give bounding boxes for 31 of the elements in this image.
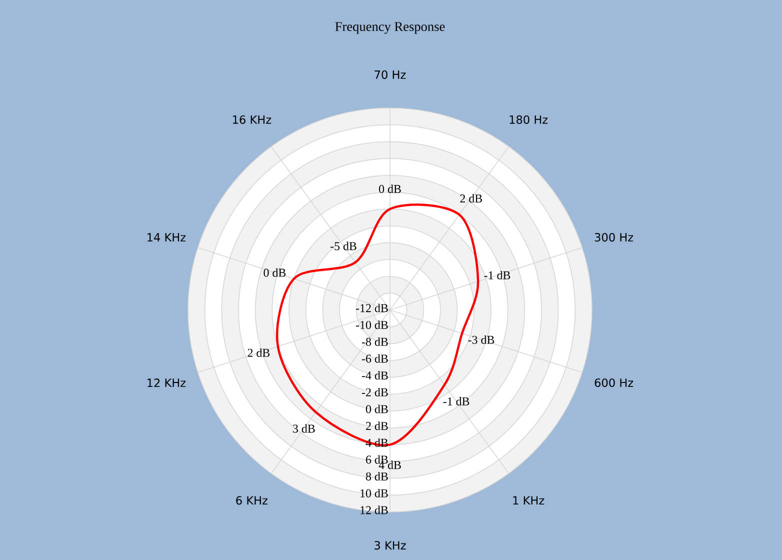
data-label: 0 dB xyxy=(264,268,286,277)
y-tick-label: -2 dB xyxy=(362,388,388,396)
y-tick-label: 12 dB xyxy=(360,506,388,514)
spoke-label: 12 KHz xyxy=(148,378,186,387)
spoke-label: 180 Hz xyxy=(510,115,548,124)
y-tick-label: -6 dB xyxy=(362,354,388,363)
data-label: -1 dB xyxy=(443,397,470,406)
spoke-label: 16 KHz xyxy=(233,115,272,124)
spoke-label: 3 KHz xyxy=(374,541,406,550)
y-tick-label: -4 dB xyxy=(362,371,388,380)
y-tick-label: 10 dB xyxy=(360,488,388,498)
data-label: 2 dB xyxy=(460,194,482,203)
spoke-label: 1 KHz xyxy=(513,496,544,505)
spoke-label: 600 Hz xyxy=(594,378,634,388)
spoke-label: 14 KHz xyxy=(148,233,186,242)
y-tick-label: -8 dB xyxy=(362,337,388,346)
data-label: 2 dB xyxy=(248,348,270,357)
y-tick-label: -12 dB xyxy=(356,304,388,312)
data-label: -5 dB xyxy=(330,242,356,250)
data-label: -3 dB xyxy=(468,335,494,344)
spoke-label: 300 Hz xyxy=(594,233,634,242)
y-tick-label: -10 dB xyxy=(356,320,388,330)
y-tick-label: 0 dB xyxy=(366,404,388,414)
spoke-label: 6 KHz xyxy=(236,496,268,505)
data-label: -1 dB xyxy=(484,270,510,280)
data-label: 3 dB xyxy=(293,424,315,433)
y-tick-label: 2 dB xyxy=(366,422,388,430)
data-label: 0 dB xyxy=(379,184,401,194)
y-tick-label: 8 dB xyxy=(366,472,388,481)
chart-title: Frequency Response xyxy=(335,22,445,34)
spoke-label: 70 Hz xyxy=(374,70,406,79)
